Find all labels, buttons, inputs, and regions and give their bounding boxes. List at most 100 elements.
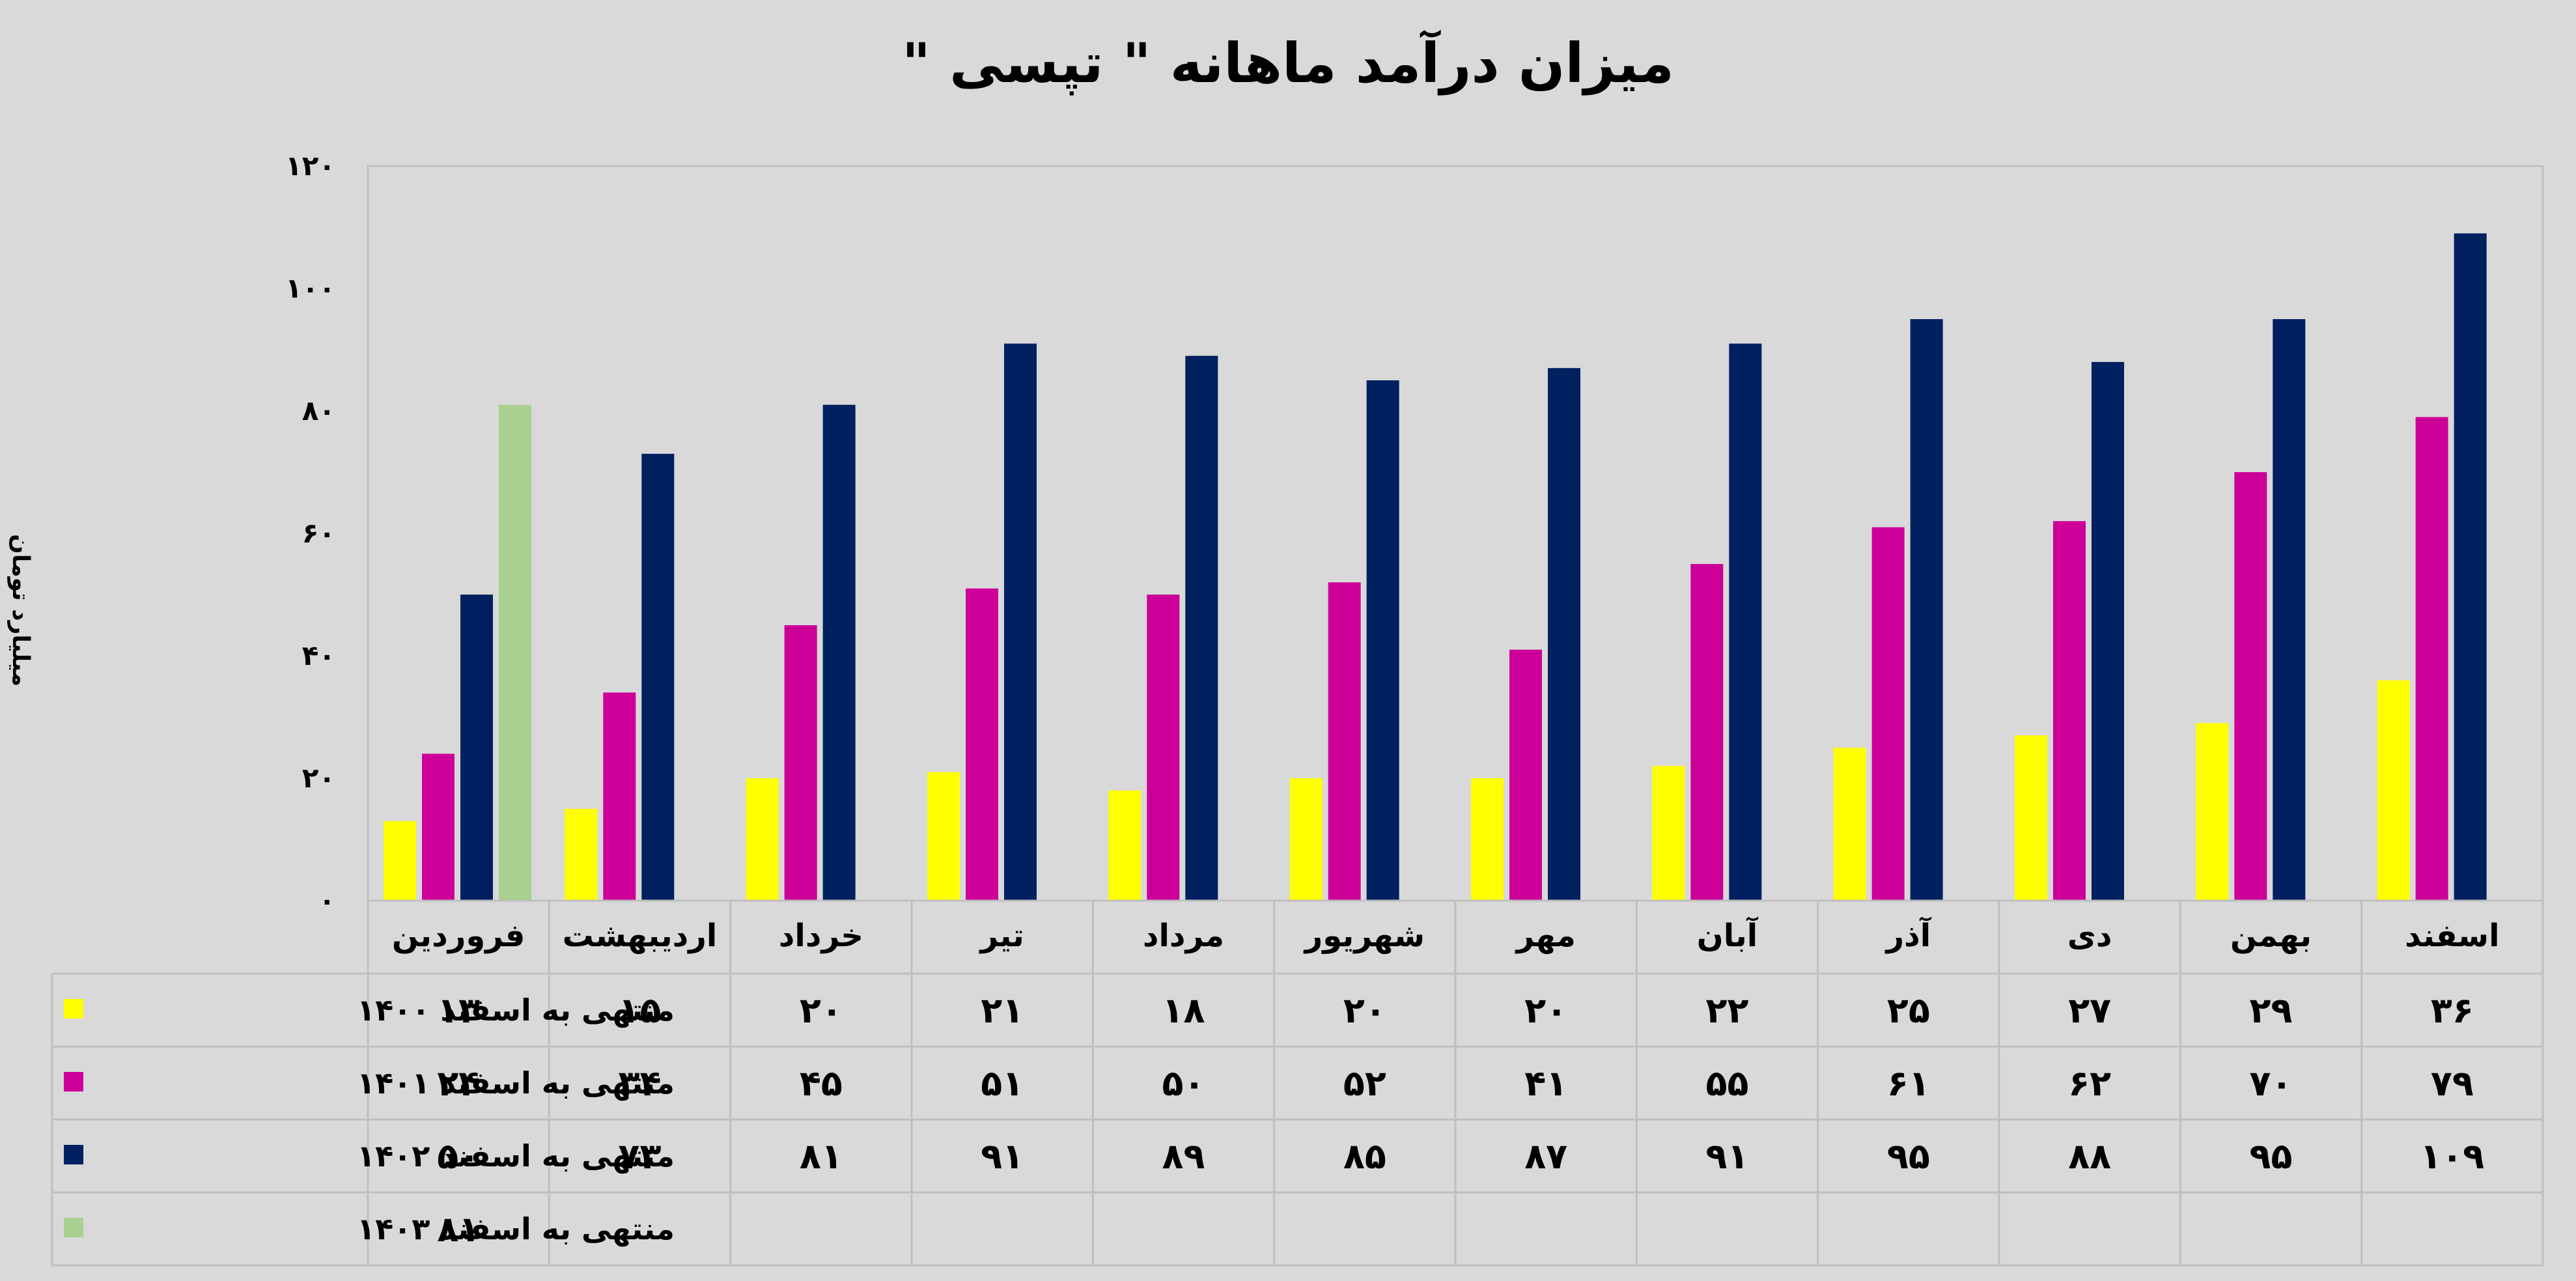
- bar-5-series-1: [1108, 790, 1141, 901]
- bar-2-series-2: [603, 692, 636, 901]
- bar-11-series-1: [2196, 723, 2229, 901]
- y-tick-label: ۴۰: [302, 640, 335, 671]
- bar-10-series-1: [2015, 735, 2047, 901]
- legend-swatch: [64, 999, 83, 1019]
- bar-1-series-2: [422, 753, 455, 901]
- bar-7-series-3: [1548, 368, 1580, 901]
- legend-label: منتهی به اسفند ۱۴۰۰: [357, 992, 675, 1028]
- table-cell-value: ۸۵: [1343, 1136, 1386, 1177]
- category-label: تیر: [979, 918, 1024, 954]
- table-cell-value: ۲۰: [1524, 990, 1567, 1031]
- bar-8-series-2: [1690, 564, 1724, 901]
- table-cell-value: ۸۱: [437, 1209, 480, 1250]
- table-cell-value: ۱۳: [437, 990, 480, 1031]
- bar-4-series-2: [966, 588, 998, 901]
- legend-swatch: [64, 1145, 83, 1164]
- table-cell-value: ۲۵: [1887, 990, 1930, 1031]
- table-cell-value: ۴۱: [1524, 1063, 1567, 1104]
- bar-4-series-3: [1004, 343, 1037, 901]
- table-cell-value: ۷۳: [619, 1136, 662, 1177]
- table-cell-value: ۵۵: [1706, 1063, 1749, 1104]
- legend-swatch: [64, 1218, 83, 1237]
- table-cell-value: ۷۹: [2431, 1063, 2474, 1104]
- bar-3-series-3: [822, 404, 856, 901]
- table-cell-value: ۳۶: [2431, 990, 2474, 1031]
- table-cell-value: ۲۰: [800, 990, 843, 1031]
- legend-label: منتهی به اسفند ۱۴۰۳: [357, 1211, 675, 1246]
- category-label: اردیبهشت: [563, 918, 718, 954]
- bar-1-series-3: [460, 595, 493, 901]
- category-label: مهر: [1515, 918, 1576, 954]
- table-cell-value: ۱۸: [1162, 990, 1205, 1031]
- table-cell-value: ۸۷: [1524, 1136, 1567, 1177]
- bar-6-series-3: [1366, 380, 1399, 901]
- bar-11-series-3: [2273, 319, 2306, 901]
- table-cell-value: ۹۵: [2250, 1136, 2293, 1177]
- table-cell-value: ۴۵: [800, 1063, 843, 1104]
- chart-title: میزان درآمد ماهانه " تپسی ": [902, 31, 1674, 95]
- bar-7-series-2: [1509, 649, 1542, 901]
- legend-label: منتهی به اسفند ۱۴۰۲: [357, 1138, 675, 1174]
- category-label: خرداد: [779, 918, 863, 954]
- bar-7-series-1: [1471, 778, 1504, 901]
- table-cell-value: ۹۵: [1887, 1136, 1930, 1177]
- bar-9-series-3: [1910, 319, 1943, 901]
- bar-9-series-2: [1871, 527, 1905, 901]
- category-label: آبان: [1697, 916, 1759, 954]
- category-label: دی: [2067, 918, 2112, 954]
- table-cell-value: ۸۱: [800, 1136, 843, 1177]
- table-cell-value: ۳۴: [619, 1063, 662, 1104]
- bar-2-series-3: [641, 453, 675, 901]
- y-tick-label: ۸۰: [302, 395, 335, 427]
- bar-4-series-1: [927, 772, 960, 901]
- bar-9-series-1: [1833, 748, 1866, 901]
- bar-8-series-3: [1729, 343, 1762, 901]
- table-cell-value: ۵۰: [437, 1136, 480, 1177]
- category-label: بهمن: [2230, 918, 2312, 954]
- legend-swatch: [64, 1072, 83, 1091]
- table-cell-value: ۶۲: [2068, 1063, 2111, 1104]
- bar-10-series-3: [2092, 361, 2124, 901]
- category-label: شهریور: [1304, 918, 1425, 954]
- table-cell-value: ۵۲: [1343, 1063, 1386, 1104]
- table-cell-value: ۲۱: [981, 990, 1024, 1031]
- bar-3-series-1: [746, 778, 779, 901]
- y-tick-label: ۶۰: [302, 517, 335, 549]
- table-cell-value: ۱۰۹: [2420, 1136, 2484, 1177]
- bar-12-series-2: [2415, 417, 2448, 901]
- table-cell-value: ۲۹: [2250, 990, 2293, 1031]
- table-cell-value: ۹۱: [981, 1136, 1024, 1177]
- table-cell-value: ۶۱: [1887, 1063, 1930, 1104]
- table-cell-value: ۲۷: [2068, 990, 2111, 1031]
- table-cell-value: ۸۹: [1162, 1136, 1205, 1177]
- bar-12-series-1: [2377, 680, 2410, 901]
- category-label: فروردین: [392, 918, 525, 954]
- bar-6-series-2: [1328, 582, 1361, 901]
- category-label: آذر: [1884, 916, 1931, 954]
- y-tick-label: ۰: [318, 884, 335, 916]
- legend-label: منتهی به اسفند ۱۴۰۱: [357, 1065, 675, 1101]
- table-cell-value: ۹۱: [1706, 1136, 1749, 1177]
- bar-6-series-1: [1289, 778, 1323, 901]
- table-cell-value: ۵۱: [981, 1063, 1024, 1104]
- bar-5-series-2: [1147, 595, 1180, 901]
- category-label: اسفند: [2405, 918, 2500, 954]
- bar-12-series-3: [2454, 233, 2487, 901]
- bar-5-series-3: [1185, 356, 1218, 901]
- bar-8-series-1: [1652, 766, 1685, 901]
- bar-1-series-1: [384, 821, 416, 901]
- bar-10-series-2: [2053, 521, 2086, 901]
- bar-1-series-4: [499, 404, 531, 901]
- bar-3-series-2: [784, 625, 817, 901]
- table-cell-value: ۷۰: [2250, 1063, 2293, 1104]
- table-cell-value: ۸۸: [2068, 1136, 2111, 1177]
- table-cell-value: ۲۰: [1343, 990, 1386, 1031]
- table-cell-value: ۵۰: [1162, 1063, 1205, 1104]
- table-cell-value: ۱۵: [619, 990, 662, 1031]
- category-label: مرداد: [1143, 918, 1224, 954]
- y-tick-label: ۱۲۰: [285, 150, 335, 182]
- y-tick-label: ۲۰: [302, 762, 335, 794]
- bar-2-series-1: [565, 809, 598, 901]
- bar-11-series-2: [2234, 472, 2267, 901]
